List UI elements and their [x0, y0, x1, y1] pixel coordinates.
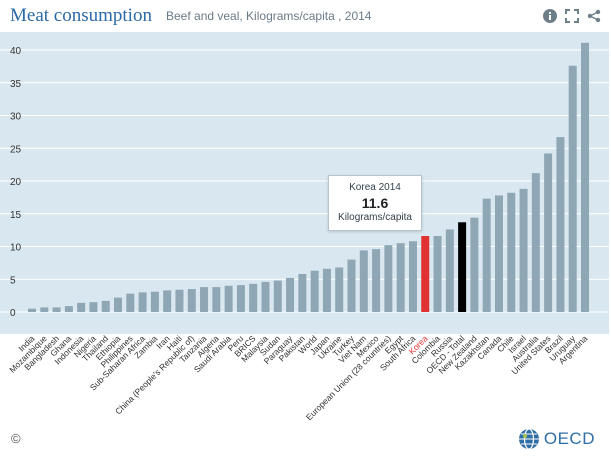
y-tick-label: 5: [10, 275, 16, 286]
y-tick-label: 15: [10, 210, 22, 221]
bar: [384, 245, 393, 312]
y-tick-label: 20: [10, 177, 22, 188]
bar: [286, 277, 295, 312]
chart-tooltip: Korea 2014 11.6 Kilograms/capita: [328, 175, 422, 231]
header-toolbar: [543, 7, 601, 25]
bar: [40, 307, 49, 312]
bar: [212, 287, 221, 312]
bar: [359, 250, 368, 312]
bar: [494, 195, 503, 312]
expand-icon[interactable]: [565, 9, 579, 23]
bar: [28, 308, 36, 312]
y-tick-label: 40: [10, 46, 22, 57]
info-icon[interactable]: [543, 9, 557, 23]
bar: [224, 285, 233, 312]
bar: [372, 249, 381, 312]
bar: [322, 268, 331, 312]
bar: [544, 153, 553, 312]
bar: [519, 188, 528, 312]
bar: [138, 292, 147, 312]
chart-header: Meat consumption Beef and veal, Kilogram…: [0, 0, 611, 32]
tooltip-value: 11.6: [361, 195, 389, 211]
bar: [187, 289, 196, 312]
globe-icon: [518, 428, 539, 450]
bar: [89, 302, 98, 312]
copyright-icon[interactable]: ©: [11, 431, 21, 446]
bar: [445, 229, 454, 312]
bar: [581, 42, 589, 313]
bar: [175, 289, 184, 312]
bar: [163, 290, 172, 312]
bar: [298, 274, 307, 312]
chart-title: Meat consumption: [10, 5, 152, 26]
bar: [433, 236, 442, 312]
y-tick-label: 0: [10, 308, 16, 319]
share-icon[interactable]: [587, 9, 601, 23]
bar: [114, 297, 123, 312]
bar: [396, 243, 405, 312]
bar: [310, 270, 319, 312]
bar: [470, 217, 479, 312]
bar: [77, 302, 86, 312]
bar: [150, 291, 159, 312]
tooltip-unit: Kilograms/capita: [338, 212, 412, 223]
bar: [347, 259, 356, 312]
bar: [101, 300, 110, 312]
bar: [200, 287, 209, 312]
bar: [52, 307, 61, 312]
y-tick-label: 35: [10, 79, 22, 90]
bar: [64, 306, 73, 312]
y-tick-label: 25: [10, 144, 22, 155]
bar: [261, 281, 270, 312]
bar: [236, 285, 245, 312]
chart-subtitle: Beef and veal, Kilograms/capita , 2014: [166, 9, 372, 23]
bar: [126, 293, 135, 312]
bar: [507, 192, 516, 312]
y-tick-label: 30: [10, 112, 22, 123]
bar: [531, 173, 540, 312]
bar: [249, 283, 258, 312]
bar: [458, 222, 467, 312]
bar: [421, 236, 430, 312]
bar: [273, 280, 282, 312]
bar: [556, 137, 565, 312]
oecd-logo[interactable]: OECD: [518, 428, 595, 450]
bar: [335, 267, 344, 312]
y-tick-label: 10: [10, 243, 22, 254]
oecd-logo-text: OECD: [543, 429, 595, 448]
bar: [408, 241, 417, 312]
bar: [482, 198, 491, 312]
bar: [568, 65, 577, 312]
tooltip-label: Korea 2014: [349, 182, 401, 193]
